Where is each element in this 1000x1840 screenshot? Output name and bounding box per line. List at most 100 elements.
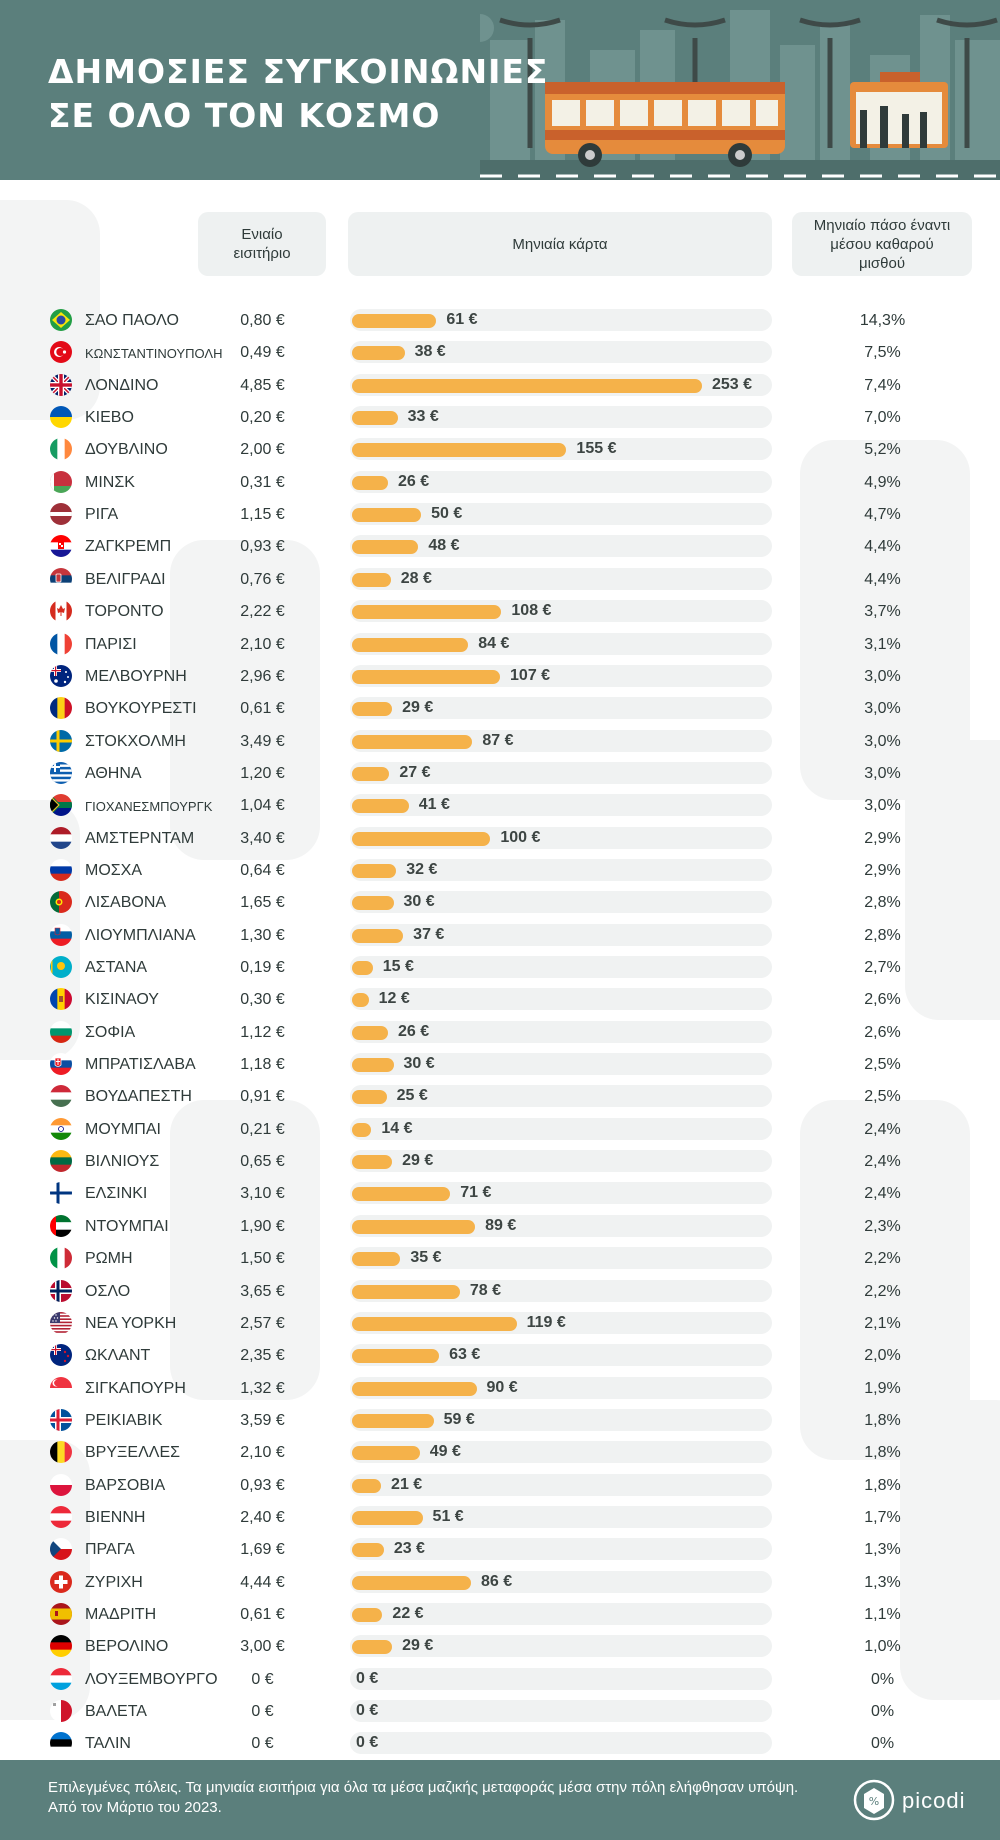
title-line-2: ΣΕ ΟΛΟ ΤΟΝ ΚΟΣΜΟ <box>48 96 441 135</box>
header-banner: ΔΗΜΟΣΙΕΣ ΣΥΓΚΟΙΝΩΝΙΕΣ ΣΕ ΟΛΟ ΤΟΝ ΚΟΣΜΟ <box>0 0 1000 180</box>
luxembourg-flag-icon <box>50 1667 72 1690</box>
bar-track <box>350 470 772 493</box>
single-ticket-price: 2,10 € <box>240 1444 285 1462</box>
table-row: ΒΙΛΝΙΟΥΣ 0,65 € 29 € 2,4% <box>0 1145 1000 1177</box>
france-flag-icon <box>50 632 72 655</box>
canada-flag-icon <box>50 600 72 623</box>
bar-track <box>350 1020 772 1043</box>
monthly-pass-label: 37 € <box>413 925 445 943</box>
monthly-pass-bar <box>352 411 398 426</box>
salary-ratio: 2,9% <box>864 829 901 847</box>
monthly-pass-label: 29 € <box>402 1152 434 1170</box>
city-name: ΝΤΟΥΜΠΑΙ <box>85 1217 169 1235</box>
monthly-pass-bar <box>352 831 491 846</box>
uae-flag-icon <box>50 1214 72 1237</box>
single-ticket-price: 3,00 € <box>240 1638 285 1656</box>
single-ticket-price: 3,65 € <box>240 1282 285 1300</box>
single-ticket-price: 2,57 € <box>240 1314 285 1332</box>
monthly-pass-label: 89 € <box>485 1216 517 1234</box>
city-name: ΒΙΕΝΝΗ <box>85 1508 146 1526</box>
salary-ratio: 3,7% <box>864 603 901 621</box>
city-name: ΤΑΛΙΝ <box>85 1735 131 1753</box>
city-name: ΝΕΑ ΥΟΡΚΗ <box>85 1314 177 1332</box>
brand-logo: % picodi <box>852 1778 972 1822</box>
table-row: ΒΕΛΙΓΡΑΔΙ 0,76 € 28 € 4,4% <box>0 563 1000 595</box>
monthly-pass-label: 63 € <box>449 1346 481 1364</box>
table-row: ΝΕΑ ΥΟΡΚΗ 2,57 € 119 € 2,1% <box>0 1307 1000 1339</box>
city-name: ΛΙΣΑΒΟΝΑ <box>85 894 167 912</box>
table-row: ΒΟΥΔΑΠΕΣΤΗ 0,91 € 25 € 2,5% <box>0 1080 1000 1112</box>
bar-track <box>350 858 772 881</box>
salary-ratio: 1,8% <box>864 1444 901 1462</box>
column-header-ratio-label: Μηνιαίο πάσο έναντι μέσου καθαρού μισθού <box>813 216 951 272</box>
monthly-pass-label: 35 € <box>410 1249 442 1267</box>
monthly-pass-bar <box>352 1025 388 1040</box>
single-ticket-price: 4,85 € <box>240 376 285 394</box>
single-ticket-price: 3,10 € <box>240 1185 285 1203</box>
salary-ratio: 2,2% <box>864 1250 901 1268</box>
single-ticket-price: 2,40 € <box>240 1508 285 1526</box>
city-name: ΑΣΤΑΝΑ <box>85 959 148 976</box>
salary-ratio: 14,3% <box>859 312 906 329</box>
city-name: ΒΙΛΝΙΟΥΣ <box>85 1153 160 1171</box>
salary-ratio: 1,3% <box>864 1573 901 1591</box>
monthly-pass-bar <box>352 605 502 620</box>
background-decoration <box>170 540 320 860</box>
single-ticket-price: 0,65 € <box>240 1153 285 1171</box>
belgium-flag-icon <box>50 1441 72 1464</box>
monthly-pass-label: 51 € <box>432 1507 464 1525</box>
city-name: ΕΛΣΙΝΚΙ <box>85 1185 148 1203</box>
single-ticket-price: 0,31 € <box>240 473 285 491</box>
single-ticket-price: 1,32 € <box>240 1379 285 1397</box>
monthly-pass-bar <box>352 1187 451 1202</box>
bar-track <box>350 697 772 720</box>
belarus-flag-icon <box>50 470 72 493</box>
monthly-pass-label: 119 € <box>526 1313 566 1331</box>
bar-track <box>350 309 772 331</box>
monthly-pass-label: 59 € <box>443 1410 475 1428</box>
salary-ratio: 2,7% <box>864 959 901 976</box>
table-row: ΛΙΟΥΜΠΛΙΑΝΑ 1,30 € 37 € 2,8% <box>0 919 1000 951</box>
monthly-pass-bar <box>352 443 567 458</box>
city-name: ΛΟΥΞΕΜΒΟΥΡΓΟ <box>85 1670 218 1688</box>
single-ticket-price: 0 € <box>251 1735 274 1753</box>
salary-ratio: 2,4% <box>864 1120 901 1138</box>
monthly-pass-label: 108 € <box>511 602 552 620</box>
table-row: ΛΟΥΞΕΜΒΟΥΡΓΟ 0 € 0 € 0% <box>0 1663 1000 1695</box>
monthly-pass-label: 78 € <box>469 1281 502 1299</box>
monthly-pass-label: 38 € <box>414 343 446 361</box>
bar-track <box>350 1732 772 1755</box>
single-ticket-price: 1,18 € <box>240 1056 285 1074</box>
salary-ratio: 2,6% <box>864 991 901 1009</box>
bar-track <box>350 1635 772 1658</box>
bulgaria-flag-icon <box>50 1020 72 1043</box>
single-ticket-price: 0,21 € <box>240 1120 285 1138</box>
table-row: ΒΟΥΚΟΥΡΕΣΤΙ 0,61 € 29 € 3,0% <box>0 692 1000 724</box>
estonia-flag-icon <box>50 1732 72 1755</box>
bar-track <box>350 1505 772 1528</box>
bar-track <box>350 1150 772 1173</box>
bar-track <box>350 1538 772 1561</box>
table-row: ΛΟΝΔΙΝΟ 4,85 € 253 € 7,4% <box>0 369 1000 401</box>
background-decoration <box>900 1400 1000 1700</box>
city-name: ΠΑΡΙΣΙ <box>85 635 137 653</box>
bar-track <box>350 1603 772 1625</box>
salary-ratio: 7,5% <box>864 344 901 362</box>
salary-ratio: 4,7% <box>864 506 901 524</box>
monthly-pass-bar <box>352 1543 384 1558</box>
single-ticket-price: 3,40 € <box>240 829 285 847</box>
city-name: ΖΑΓΚΡΕΜΠ <box>85 538 172 556</box>
city-name: ΜΕΛΒΟΥΡΝΗ <box>85 667 187 685</box>
table-row: ΑΘΗΝΑ 1,20 € 27 € 3,0% <box>0 757 1000 789</box>
table-row: ΒΡΥΞΕΛΛΕΣ 2,10 € 49 € 1,8% <box>0 1436 1000 1468</box>
monthly-pass-bar <box>352 1510 423 1525</box>
title-line-1: ΔΗΜΟΣΙΕΣ ΣΥΓΚΟΙΝΩΝΙΕΣ <box>48 52 549 91</box>
salary-ratio: 4,9% <box>864 473 901 491</box>
column-header-ratio: Μηνιαίο πάσο έναντι μέσου καθαρού μισθού <box>792 212 972 276</box>
monthly-pass-label: 29 € <box>402 699 434 717</box>
table-row: ΓΙΟΧΑΝΕΣΜΠΟΥΡΓΚ 1,04 € 41 € 3,0% <box>0 789 1000 821</box>
bar-track <box>350 1085 772 1108</box>
norway-flag-icon <box>50 1279 72 1302</box>
city-name: ΣΙΓΚΑΠΟΥΡΗ <box>85 1379 186 1397</box>
city-name: ΣΟΦΙΑ <box>85 1023 136 1041</box>
